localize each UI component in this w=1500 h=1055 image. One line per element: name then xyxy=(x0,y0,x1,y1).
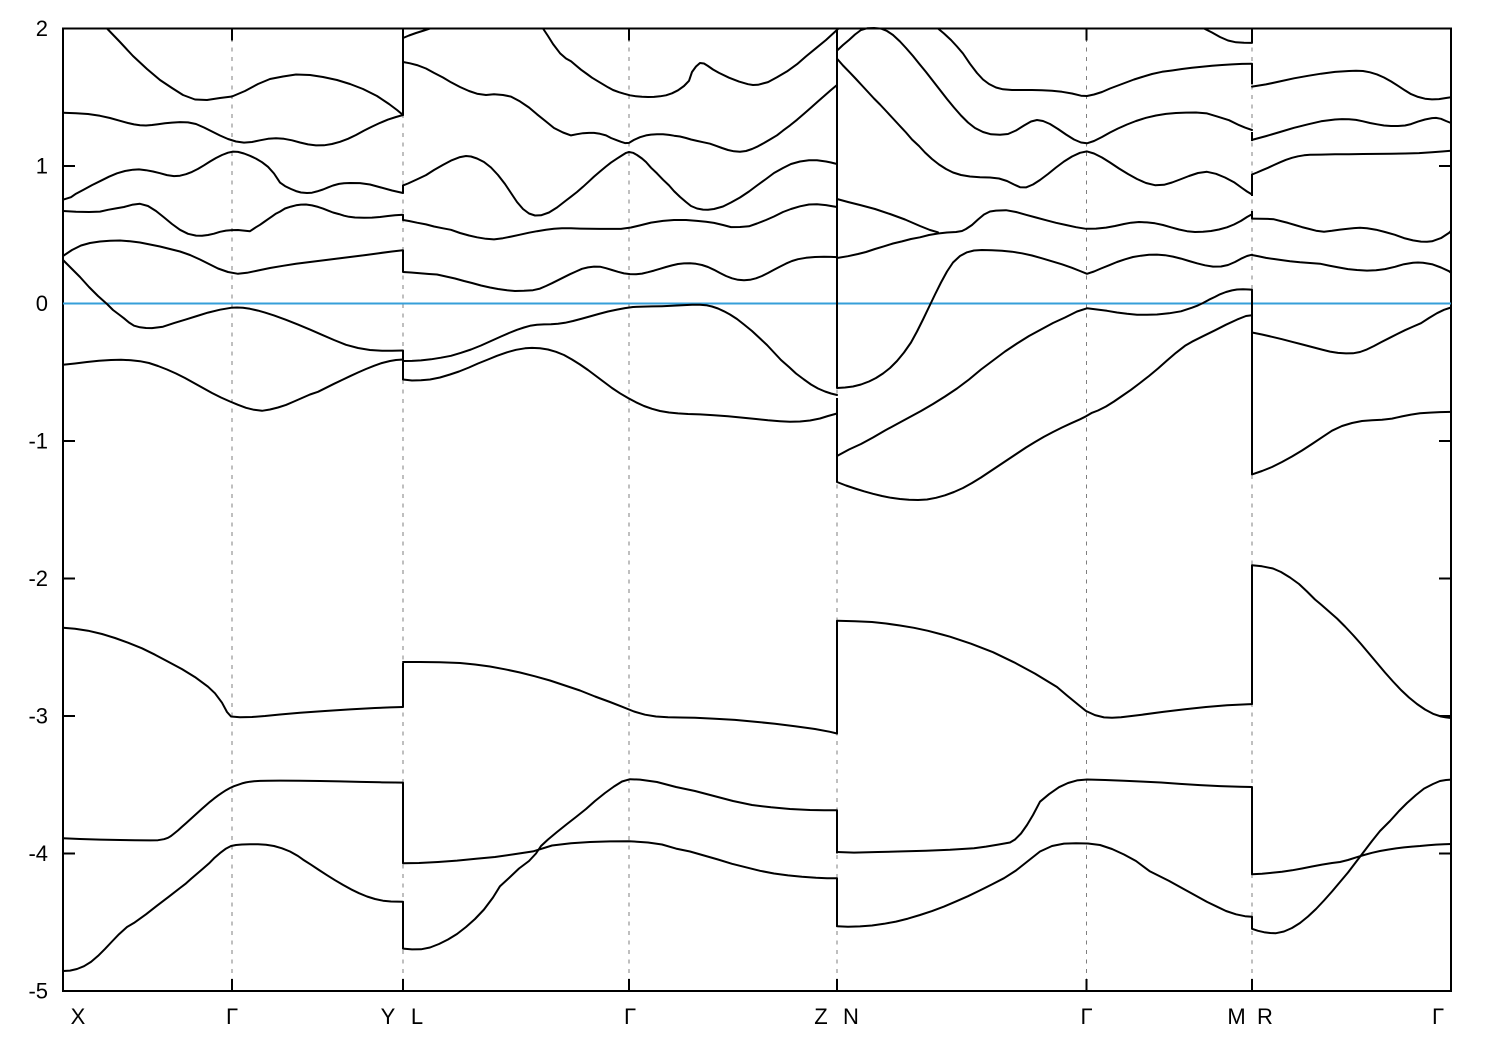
svg-text:-3: -3 xyxy=(28,704,48,729)
svg-text:1: 1 xyxy=(36,154,48,179)
svg-text:-2: -2 xyxy=(28,566,48,591)
svg-text:R: R xyxy=(1257,1004,1273,1029)
svg-text:X: X xyxy=(71,1004,86,1029)
svg-text:L: L xyxy=(411,1004,423,1029)
svg-text:-4: -4 xyxy=(28,841,48,866)
svg-text:Γ: Γ xyxy=(1080,1004,1092,1029)
svg-text:2: 2 xyxy=(36,16,48,41)
svg-text:Γ: Γ xyxy=(226,1004,238,1029)
svg-text:Γ: Γ xyxy=(1432,1004,1444,1029)
svg-text:-1: -1 xyxy=(28,429,48,454)
svg-text:0: 0 xyxy=(36,291,48,316)
svg-text:-5: -5 xyxy=(28,979,48,1004)
svg-text:M: M xyxy=(1227,1004,1245,1029)
svg-text:Γ: Γ xyxy=(624,1004,636,1029)
svg-text:Z: Z xyxy=(814,1004,827,1029)
svg-text:Y: Y xyxy=(381,1004,396,1029)
svg-text:N: N xyxy=(843,1004,859,1029)
